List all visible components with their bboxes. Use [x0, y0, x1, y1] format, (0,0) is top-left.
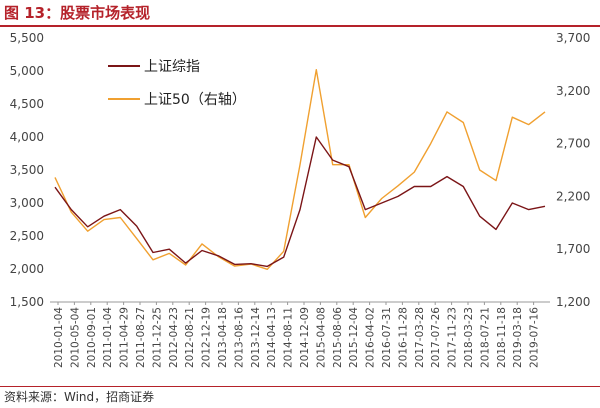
- x-tick-label: 2018-03-23: [463, 307, 475, 368]
- title-rule: [0, 25, 600, 27]
- x-tick-label: 2014-04-13: [266, 307, 278, 368]
- x-tick-label: 2013-04-18: [217, 307, 229, 368]
- x-tick-label: 2010-01-04: [53, 307, 65, 368]
- x-tick-label: 2018-11-18: [496, 307, 508, 368]
- stock-market-chart: 1,500 2,000 2,500 3,000 3,500 4,000 4,500 5,000…: [10, 31, 591, 368]
- x-tick-label: 2011-04-29: [119, 307, 131, 368]
- legend-label-0: 上证综指: [144, 59, 200, 75]
- right-axis-tick-label: 2,700: [556, 137, 590, 151]
- left-axis-tick-label: 2,500: [10, 229, 44, 243]
- x-tick-label: 2012-04-23: [168, 307, 180, 368]
- x-tick-label: 2010-09-01: [86, 307, 98, 368]
- x-tick-label: 2019-03-18: [512, 307, 524, 368]
- x-tick-label: 2017-11-23: [447, 307, 459, 368]
- figure-title: 图 13：股票市场表现: [4, 4, 151, 22]
- left-axis-tick-label: 1,500: [10, 295, 44, 309]
- series-layer: [54, 69, 546, 271]
- left-axis-tick-label: 5,500: [10, 31, 44, 45]
- left-axis-tick-label: 2,000: [10, 262, 44, 276]
- x-tick-label: 2015-08-06: [332, 307, 344, 368]
- x-tick-label: 2010-05-04: [69, 307, 81, 368]
- x-tick-label: 2018-07-21: [479, 307, 491, 368]
- legend-label-1: 上证50（右轴）: [144, 92, 246, 108]
- right-axis-tick-label: 1,200: [556, 295, 590, 309]
- x-tick-label: 2016-07-31: [381, 307, 393, 368]
- left-axis-tick-label: 4,000: [10, 130, 44, 144]
- x-tick-label: 2013-12-14: [250, 307, 262, 368]
- source-rule: [0, 386, 600, 387]
- left-axis-tick-label: 3,000: [10, 196, 44, 210]
- x-tick-label: 2012-12-19: [201, 307, 213, 368]
- x-tick-label: 2016-11-28: [397, 307, 409, 368]
- right-axis-tick-label: 2,200: [556, 189, 590, 203]
- x-tick-label: 2017-03-28: [414, 307, 426, 368]
- x-tick-label: 2011-08-27: [135, 307, 147, 368]
- x-tick-label: 2015-12-04: [348, 307, 360, 368]
- left-axis-tick-label: 3,500: [10, 163, 44, 177]
- right-axis-tick-label: 3,200: [556, 84, 590, 98]
- x-tick-label: 2015-04-08: [315, 307, 327, 368]
- x-tick-label: 2012-08-21: [184, 307, 196, 368]
- left-axis-tick-label: 4,500: [10, 97, 44, 111]
- left-axis-tick-label: 5,000: [10, 64, 44, 78]
- source-note: 资料来源：Wind，招商证券: [4, 390, 155, 404]
- right-axis-tick-label: 3,700: [556, 31, 590, 45]
- x-tick-label: 2017-07-26: [430, 307, 442, 368]
- chart-axes: 1,500 2,000 2,500 3,000 3,500 4,000 4,500 5,000…: [10, 31, 591, 309]
- x-tick-label: 2014-12-09: [299, 307, 311, 368]
- x-tick-label: 2016-04-02: [365, 307, 377, 368]
- series-line-0: [54, 136, 546, 268]
- right-axis-tick-label: 1,700: [556, 242, 590, 256]
- x-tick-labels: 2010-01-04 2010-05-04 2010-09-01 2011-01-04…: [53, 302, 541, 368]
- x-tick-label: 2011-01-04: [102, 307, 114, 368]
- x-tick-label: 2011-12-25: [151, 307, 163, 368]
- x-tick-label: 2019-07-16: [529, 307, 541, 368]
- x-tick-label: 2013-08-16: [233, 307, 245, 368]
- series-line-1: [54, 69, 546, 271]
- x-tick-label: 2014-08-11: [283, 307, 295, 368]
